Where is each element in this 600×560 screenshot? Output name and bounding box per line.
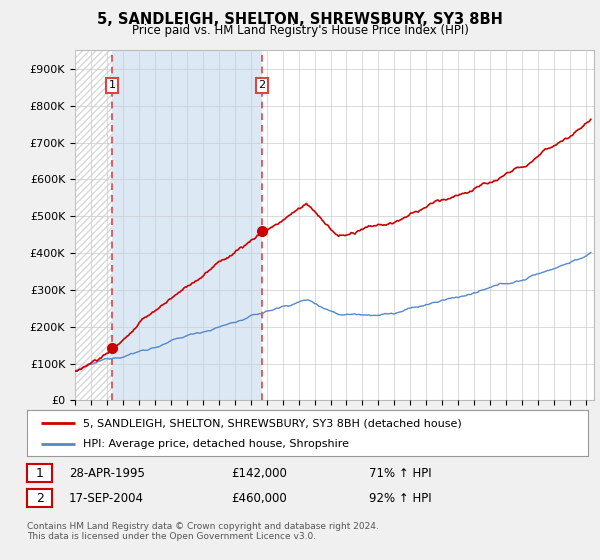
Text: Price paid vs. HM Land Registry's House Price Index (HPI): Price paid vs. HM Land Registry's House … bbox=[131, 24, 469, 36]
Text: 5, SANDLEIGH, SHELTON, SHREWSBURY, SY3 8BH (detached house): 5, SANDLEIGH, SHELTON, SHREWSBURY, SY3 8… bbox=[83, 418, 462, 428]
Text: £142,000: £142,000 bbox=[231, 466, 287, 480]
Text: 28-APR-1995: 28-APR-1995 bbox=[69, 466, 145, 480]
Text: HPI: Average price, detached house, Shropshire: HPI: Average price, detached house, Shro… bbox=[83, 438, 349, 449]
Bar bbox=[75, 50, 112, 400]
Text: 92% ↑ HPI: 92% ↑ HPI bbox=[369, 492, 431, 505]
Text: 1: 1 bbox=[35, 466, 44, 480]
Text: 1: 1 bbox=[109, 81, 116, 90]
Text: 5, SANDLEIGH, SHELTON, SHREWSBURY, SY3 8BH: 5, SANDLEIGH, SHELTON, SHREWSBURY, SY3 8… bbox=[97, 12, 503, 27]
Text: Contains HM Land Registry data © Crown copyright and database right 2024.
This d: Contains HM Land Registry data © Crown c… bbox=[27, 522, 379, 542]
Text: 2: 2 bbox=[259, 81, 266, 90]
Bar bbox=[75, 50, 112, 400]
Text: 2: 2 bbox=[35, 492, 44, 505]
Text: 17-SEP-2004: 17-SEP-2004 bbox=[69, 492, 144, 505]
Bar bbox=[112, 50, 262, 400]
Text: £460,000: £460,000 bbox=[231, 492, 287, 505]
Text: 71% ↑ HPI: 71% ↑ HPI bbox=[369, 466, 431, 480]
